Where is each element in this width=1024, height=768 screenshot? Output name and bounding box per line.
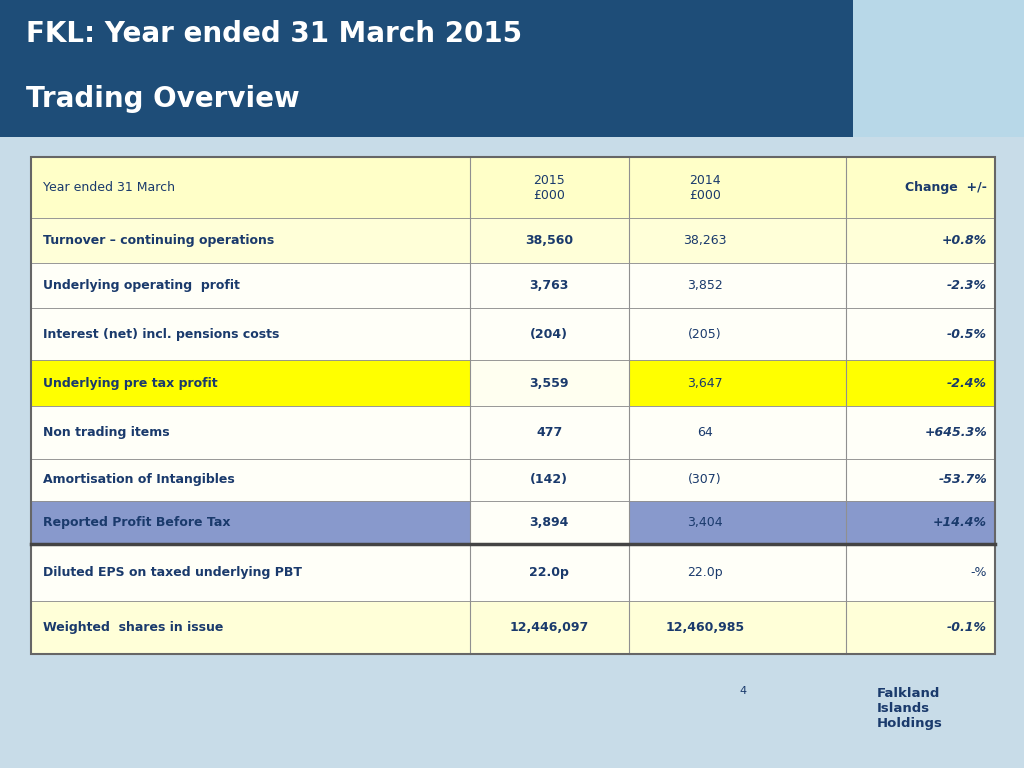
Bar (31, 501, 470, 544)
Text: Year ended 31 March: Year ended 31 March (43, 181, 175, 194)
Bar (31, 263, 470, 308)
Text: 12,446,097: 12,446,097 (510, 621, 589, 634)
Bar (470, 501, 629, 544)
Bar (629, 218, 846, 263)
Bar (470, 544, 629, 601)
Bar (470, 406, 629, 459)
Text: 3,894: 3,894 (529, 515, 569, 528)
Text: -2.4%: -2.4% (947, 376, 987, 389)
Bar (846, 157, 995, 218)
Text: -0.1%: -0.1% (947, 621, 987, 634)
Text: 3,763: 3,763 (529, 280, 569, 293)
Text: 38,560: 38,560 (525, 234, 573, 247)
Bar (0, 0, 853, 137)
Text: 22.0p: 22.0p (529, 565, 569, 578)
Bar (846, 459, 995, 501)
Text: +645.3%: +645.3% (925, 425, 987, 439)
Bar (470, 218, 629, 263)
Bar (846, 406, 995, 459)
Text: -53.7%: -53.7% (938, 473, 987, 486)
Bar (470, 459, 629, 501)
Text: Interest (net) incl. pensions costs: Interest (net) incl. pensions costs (43, 328, 280, 341)
Bar (31, 601, 470, 654)
Text: +14.4%: +14.4% (933, 515, 987, 528)
Bar (846, 544, 995, 601)
Bar (31, 406, 470, 459)
Text: Weighted  shares in issue: Weighted shares in issue (43, 621, 223, 634)
Text: -2.3%: -2.3% (947, 280, 987, 293)
Bar (470, 360, 629, 406)
Text: Change  +/-: Change +/- (905, 181, 987, 194)
Text: Non trading items: Non trading items (43, 425, 170, 439)
Text: 12,460,985: 12,460,985 (666, 621, 744, 634)
Text: 3,647: 3,647 (687, 376, 723, 389)
Bar (31, 157, 995, 654)
Text: 2014
£000: 2014 £000 (689, 174, 721, 202)
Text: 477: 477 (537, 425, 562, 439)
Bar (470, 308, 629, 360)
Text: 3,852: 3,852 (687, 280, 723, 293)
Text: -%: -% (971, 565, 987, 578)
Bar (31, 544, 470, 601)
Text: Underlying pre tax profit: Underlying pre tax profit (43, 376, 218, 389)
Text: (307): (307) (688, 473, 722, 486)
Text: Falkland
Islands
Holdings: Falkland Islands Holdings (877, 687, 942, 730)
Text: FKL: Year ended 31 March 2015: FKL: Year ended 31 March 2015 (26, 20, 521, 48)
Bar (629, 601, 846, 654)
Bar (470, 263, 629, 308)
Bar (629, 308, 846, 360)
Text: 3,404: 3,404 (687, 515, 723, 528)
Text: +0.8%: +0.8% (942, 234, 987, 247)
Bar (846, 601, 995, 654)
Text: (205): (205) (688, 328, 722, 341)
Bar (629, 406, 846, 459)
Text: 22.0p: 22.0p (687, 565, 723, 578)
Bar (629, 157, 846, 218)
Text: 2015
£000: 2015 £000 (534, 174, 565, 202)
Bar (31, 218, 470, 263)
Text: (142): (142) (530, 473, 568, 486)
Bar (846, 218, 995, 263)
Bar (846, 308, 995, 360)
Bar (31, 308, 470, 360)
Bar (470, 157, 629, 218)
Bar (31, 157, 470, 218)
Text: Turnover – continuing operations: Turnover – continuing operations (43, 234, 274, 247)
Text: Underlying operating  profit: Underlying operating profit (43, 280, 240, 293)
Text: Reported Profit Before Tax: Reported Profit Before Tax (43, 515, 230, 528)
Bar (31, 459, 470, 501)
Text: 64: 64 (697, 425, 713, 439)
Bar (629, 501, 846, 544)
Text: Diluted EPS on taxed underlying PBT: Diluted EPS on taxed underlying PBT (43, 565, 302, 578)
Bar (846, 501, 995, 544)
Bar (629, 263, 846, 308)
Bar (853, 0, 1024, 137)
Bar (31, 360, 470, 406)
Text: 4: 4 (740, 686, 746, 697)
Text: (204): (204) (530, 328, 568, 341)
Bar (629, 544, 846, 601)
Bar (629, 360, 846, 406)
Text: Trading Overview: Trading Overview (26, 85, 299, 113)
Bar (470, 601, 629, 654)
Text: 38,263: 38,263 (683, 234, 726, 247)
Bar (846, 263, 995, 308)
Bar (629, 459, 846, 501)
Bar (846, 360, 995, 406)
Text: Amortisation of Intangibles: Amortisation of Intangibles (43, 473, 234, 486)
Text: 3,559: 3,559 (529, 376, 569, 389)
Text: -0.5%: -0.5% (947, 328, 987, 341)
